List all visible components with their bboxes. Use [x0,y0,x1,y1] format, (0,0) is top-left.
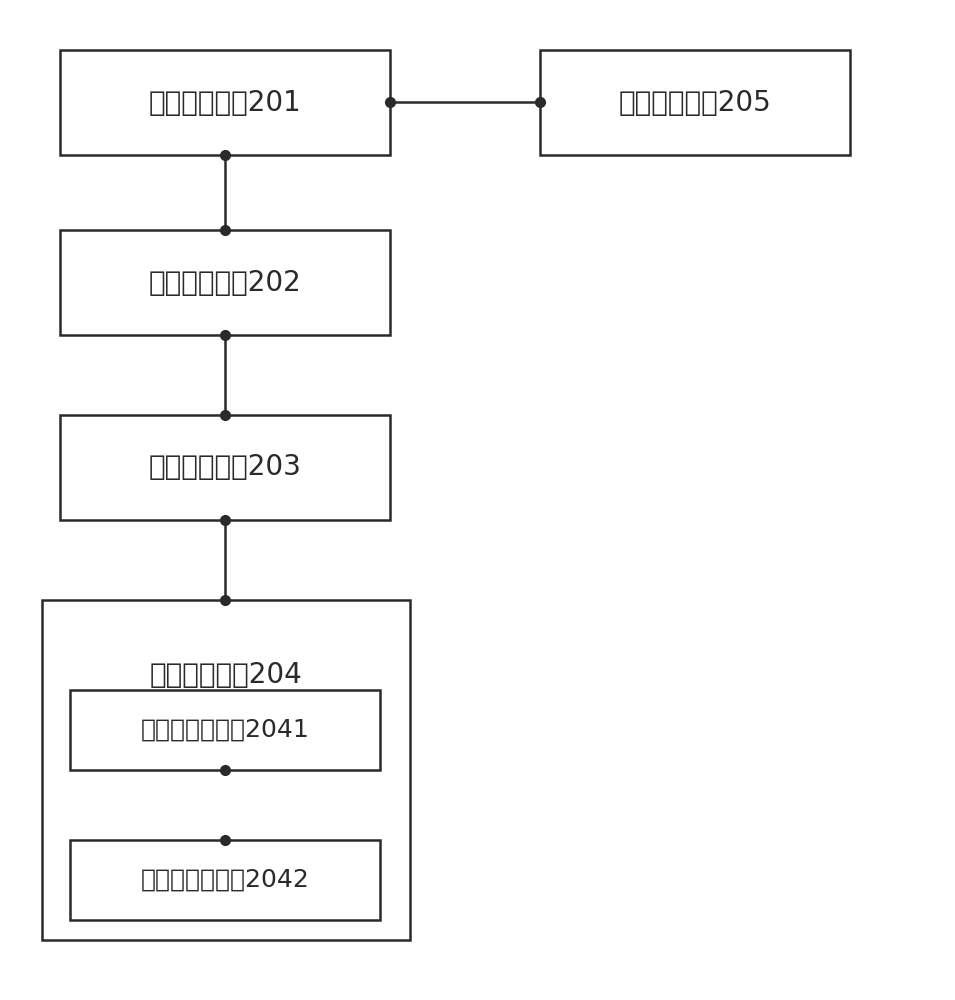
Bar [60,230,390,335]
Text: 电流计算单元202: 电流计算单元202 [149,268,302,296]
Text: 电抗计算子单元2041: 电抗计算子单元2041 [140,718,309,742]
Bar [60,50,390,155]
Text: 电抗布置子单元2042: 电抗布置子单元2042 [140,868,309,892]
Text: 模型构建单元205: 模型构建单元205 [619,89,772,116]
Text: 潮流计算单元201: 潮流计算单元201 [149,89,302,116]
Bar [70,840,380,920]
Text: 电抗布置单元204: 电抗布置单元204 [150,661,303,689]
Text: 超标选取单元203: 超标选取单元203 [149,454,302,482]
Bar [540,50,850,155]
Bar [70,690,380,770]
Bar [60,415,390,520]
Bar [42,600,410,940]
